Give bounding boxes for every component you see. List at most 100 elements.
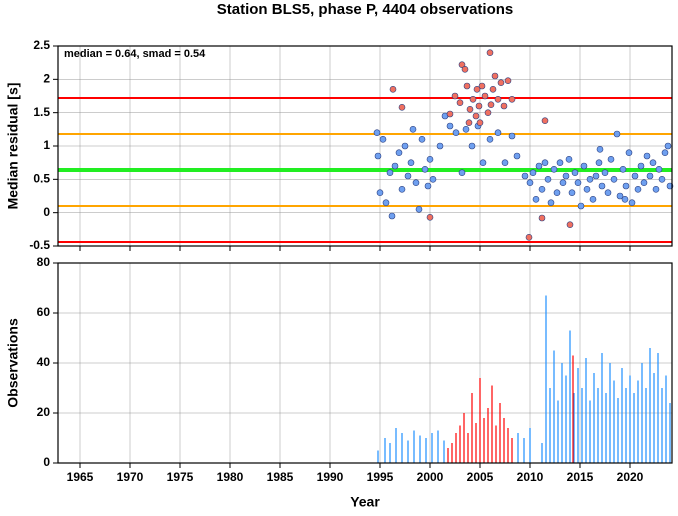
- point: [481, 92, 489, 100]
- bar: [541, 443, 543, 463]
- point: [607, 156, 615, 163]
- y-tick-label: 60: [37, 305, 51, 319]
- y-tick-label: 1.5: [33, 105, 50, 119]
- bar: [597, 388, 599, 463]
- x-tick-label: 1995: [367, 470, 394, 484]
- point: [621, 196, 629, 203]
- x-tick-label: 2010: [517, 470, 544, 484]
- point: [616, 192, 624, 200]
- point: [487, 101, 495, 108]
- bar: [565, 375, 567, 463]
- point: [386, 169, 394, 176]
- point: [484, 109, 492, 116]
- point: [500, 102, 508, 110]
- point: [649, 159, 657, 166]
- x-tick-label: 2015: [567, 470, 594, 484]
- bar: [419, 435, 421, 463]
- bar: [621, 368, 623, 463]
- point: [436, 142, 444, 150]
- x-tick-label: 1980: [217, 470, 244, 484]
- point: [426, 156, 434, 163]
- bar: [572, 355, 574, 463]
- y-tick-label: 2.5: [33, 38, 50, 52]
- bar: [529, 428, 531, 463]
- bar: [569, 330, 571, 463]
- x-tick-label: 2020: [617, 470, 644, 484]
- plot-frame: [57, 262, 673, 464]
- bar: [581, 388, 583, 463]
- bar: [447, 448, 449, 463]
- point: [373, 129, 381, 136]
- point: [598, 182, 606, 190]
- bar: [545, 295, 547, 463]
- x-tick-label: 1985: [267, 470, 294, 484]
- bar: [479, 378, 481, 463]
- point: [538, 214, 546, 222]
- bar: [605, 393, 607, 463]
- bar: [491, 385, 493, 463]
- point: [461, 66, 469, 73]
- point: [646, 172, 654, 180]
- point: [472, 112, 480, 120]
- bar: [637, 380, 639, 463]
- bar: [601, 353, 603, 463]
- y-axis-label: Median residual [s]: [5, 83, 21, 210]
- point: [566, 221, 574, 228]
- point: [429, 176, 437, 183]
- point: [592, 172, 600, 180]
- x-tick-label: 1990: [317, 470, 344, 484]
- point: [426, 214, 434, 221]
- bar: [377, 450, 379, 463]
- bar: [625, 388, 627, 463]
- point: [374, 152, 382, 160]
- bar: [407, 440, 409, 463]
- point: [501, 159, 509, 166]
- bar: [459, 425, 461, 463]
- x-tick-label: 1970: [117, 470, 144, 484]
- y-tick-label: 0: [43, 205, 50, 219]
- point: [652, 186, 660, 193]
- point: [494, 96, 502, 103]
- point: [388, 212, 396, 220]
- point: [424, 182, 432, 190]
- x-tick-label: 1965: [67, 470, 94, 484]
- bar: [413, 430, 415, 463]
- point: [479, 159, 487, 166]
- bar: [475, 423, 477, 463]
- point: [596, 146, 604, 153]
- point: [513, 152, 521, 160]
- y-tick-label: 1: [43, 138, 50, 152]
- point: [562, 172, 570, 180]
- bar: [401, 433, 403, 463]
- point: [451, 92, 459, 100]
- bar: [487, 408, 489, 463]
- point: [418, 136, 426, 143]
- bar: [443, 440, 445, 463]
- point: [476, 119, 484, 126]
- point: [565, 156, 573, 163]
- bar: [384, 438, 386, 463]
- point: [446, 122, 454, 130]
- point: [391, 162, 399, 170]
- bar: [549, 388, 551, 463]
- point: [497, 79, 505, 86]
- point: [465, 119, 473, 126]
- point: [489, 86, 497, 93]
- point: [486, 136, 494, 143]
- point: [550, 166, 558, 173]
- point: [589, 196, 597, 203]
- bar: [503, 418, 505, 463]
- point: [478, 82, 486, 90]
- x-tick-label: 2005: [467, 470, 494, 484]
- point: [547, 199, 555, 206]
- bar: [463, 413, 465, 463]
- point: [556, 159, 564, 166]
- annotation: median = 0.64, smad = 0.54: [64, 48, 206, 60]
- point: [376, 189, 384, 196]
- bar: [653, 373, 655, 463]
- point: [458, 169, 466, 176]
- bar: [633, 393, 635, 463]
- point: [469, 96, 477, 103]
- bar: [661, 388, 663, 463]
